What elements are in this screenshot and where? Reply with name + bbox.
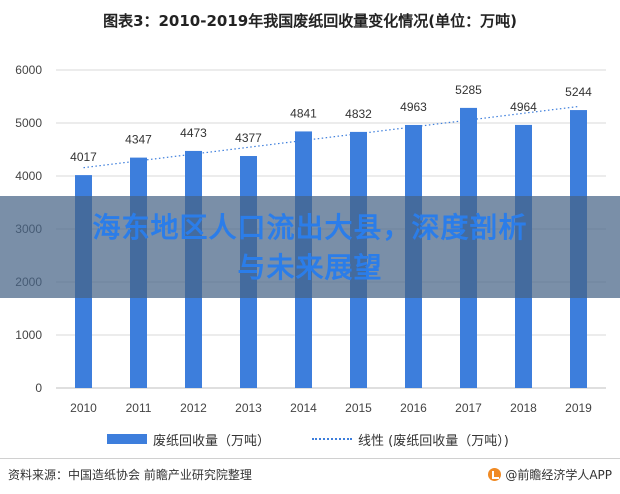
data-label: 4473 <box>180 126 207 140</box>
x-tick-label: 2014 <box>290 401 317 415</box>
y-tick-label: 6000 <box>15 63 42 77</box>
brand-credit: @前瞻经济学人APP <box>488 466 612 483</box>
legend-trend-swatch <box>312 438 352 440</box>
x-tick-label: 2019 <box>565 401 592 415</box>
brand-text: @前瞻经济学人APP <box>505 468 612 482</box>
source-note: 资料来源：中国造纸协会 前瞻产业研究院整理 <box>8 468 252 482</box>
x-tick-label: 2017 <box>455 401 482 415</box>
chart-legend: 废纸回收量（万吨） 线性 (废纸回收量（万吨）) <box>0 430 620 449</box>
data-label: 4347 <box>125 133 152 147</box>
brand-logo-icon <box>488 468 502 481</box>
y-tick-label: 1000 <box>15 328 42 342</box>
data-label: 5244 <box>565 85 592 99</box>
data-label: 5285 <box>455 83 482 97</box>
data-label: 4841 <box>290 106 317 120</box>
x-tick-label: 2013 <box>235 401 262 415</box>
y-tick-label: 0 <box>35 381 42 395</box>
x-tick-label: 2016 <box>400 401 427 415</box>
y-tick-label: 5000 <box>15 116 42 130</box>
chart-title: 图表3：2010-2019年我国废纸回收量变化情况(单位：万吨) <box>103 12 517 30</box>
data-label: 4963 <box>400 100 427 114</box>
x-tick-label: 2015 <box>345 401 372 415</box>
data-label: 4017 <box>70 150 97 164</box>
legend-bar-swatch <box>107 434 147 444</box>
data-label: 4964 <box>510 100 537 114</box>
headline-text: 海东地区人口流出大县，深度剖析 与未来展望 <box>0 208 620 288</box>
legend-bar-label: 废纸回收量（万吨） <box>153 434 271 449</box>
data-label: 4377 <box>235 131 262 145</box>
data-label: 4832 <box>345 107 372 121</box>
x-tick-label: 2012 <box>180 401 207 415</box>
headline-line-2: 与未来展望 <box>237 251 383 284</box>
footer-divider <box>0 458 620 459</box>
x-tick-label: 2011 <box>126 401 152 415</box>
y-tick-label: 4000 <box>15 169 42 183</box>
headline-banner <box>0 196 620 298</box>
trend-line <box>83 105 579 169</box>
x-tick-label: 2018 <box>510 401 537 415</box>
headline-line-1: 海东地区人口流出大县，深度剖析 <box>92 211 528 244</box>
x-tick-label: 2010 <box>70 401 97 415</box>
legend-trend-label: 线性 (废纸回收量（万吨）) <box>358 434 509 449</box>
